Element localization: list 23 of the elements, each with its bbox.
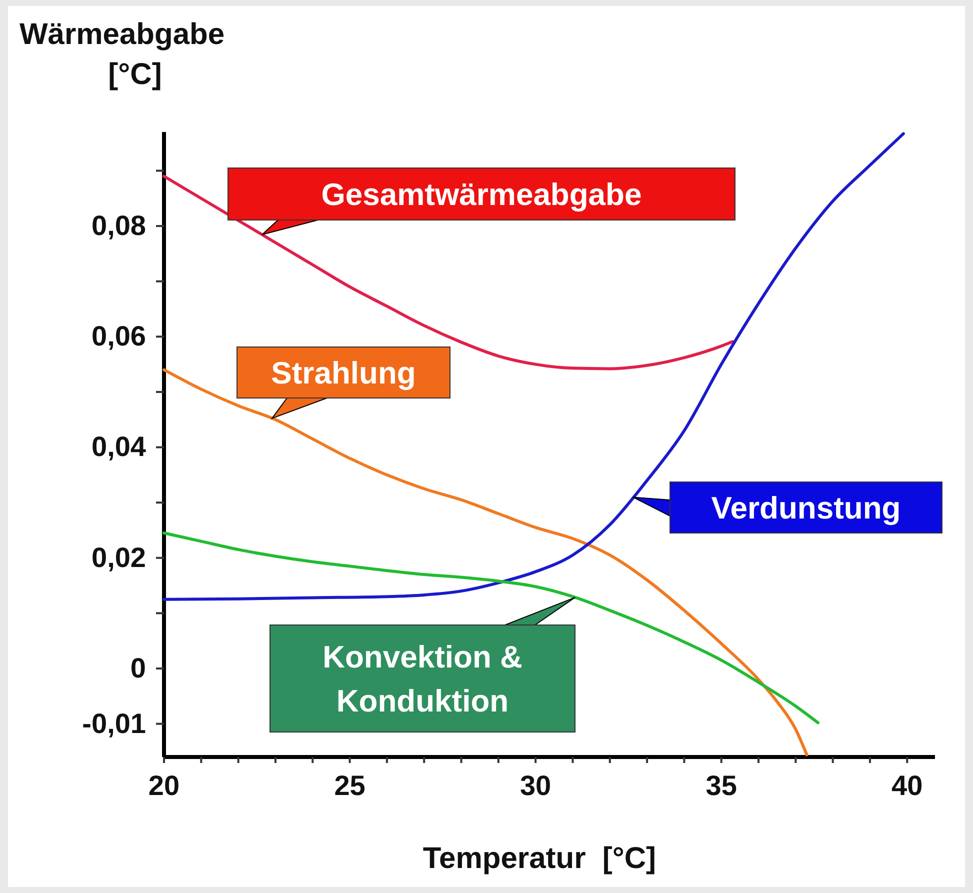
x-tick-label: 25 (334, 770, 366, 801)
y-tick-label: 0,02 (92, 542, 146, 573)
callout-label: Verdunstung (632, 482, 942, 534)
callout-label: Gesamtwärmeabgabe (228, 168, 736, 236)
callout-label: Konvektion & Konduktion (270, 596, 576, 732)
y-tick-label: -0,01 (82, 708, 146, 739)
y-tick-label: 0,06 (92, 320, 146, 352)
series-label: Gesamtwärmeabgabe (321, 177, 642, 212)
series-label: Konvektion & Konduktion (322, 640, 522, 718)
x-tick-label: 40 (892, 770, 923, 801)
series-label: Strahlung (271, 356, 416, 390)
y-tick-label: 0,04 (92, 431, 146, 462)
line-series (162, 531, 820, 724)
x-tick-label: 20 (148, 770, 180, 801)
y-tick-label: 0,08 (92, 210, 146, 241)
line-series (162, 132, 905, 601)
x-axis-title: Temperatur [°C] (422, 842, 656, 875)
x-tick-label: 35 (706, 770, 737, 801)
y-tick-label: 0 (130, 652, 146, 684)
callout-label: Strahlung (236, 346, 450, 420)
y-axis-title: Wärmeabgabe [°C] (19, 18, 225, 91)
x-tick-label: 30 (520, 770, 552, 801)
series-label: Verdunstung (711, 490, 901, 526)
